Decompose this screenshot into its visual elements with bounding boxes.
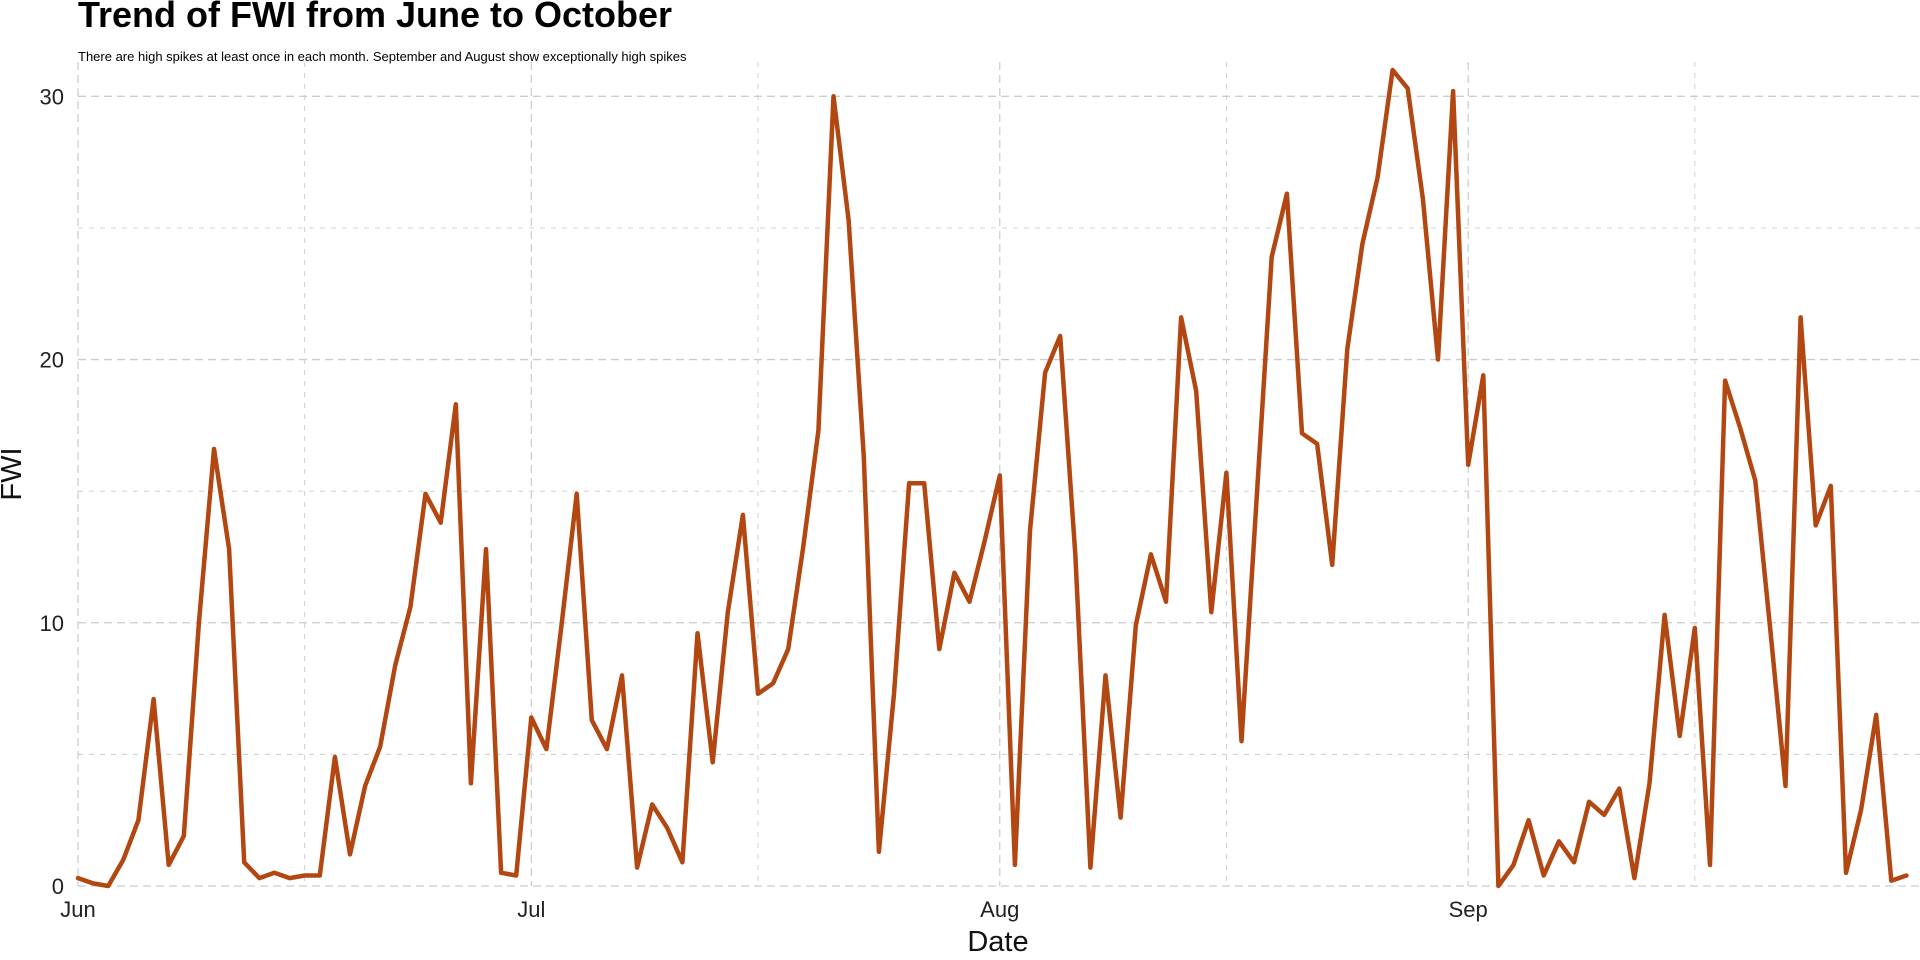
chart-subtitle: There are high spikes at least once in e… (78, 49, 687, 64)
y-tick-label: 10 (40, 611, 64, 636)
y-tick-label: 20 (40, 348, 64, 373)
y-axis-title: FWI (0, 447, 28, 500)
y-tick-label: 0 (52, 874, 64, 899)
x-axis-title: Date (967, 926, 1028, 958)
fwi-series-line (75, 67, 1909, 889)
axis-ticks: 0 10 20 30 Jun Jul Aug Sep (40, 84, 1488, 922)
chart-title: Trend of FWI from June to October (78, 0, 672, 35)
x-tick-label: Sep (1449, 897, 1488, 922)
x-tick-label: Aug (980, 897, 1019, 922)
x-tick-label: Jul (517, 897, 545, 922)
x-tick-label: Jun (60, 897, 95, 922)
y-tick-label: 30 (40, 84, 64, 109)
